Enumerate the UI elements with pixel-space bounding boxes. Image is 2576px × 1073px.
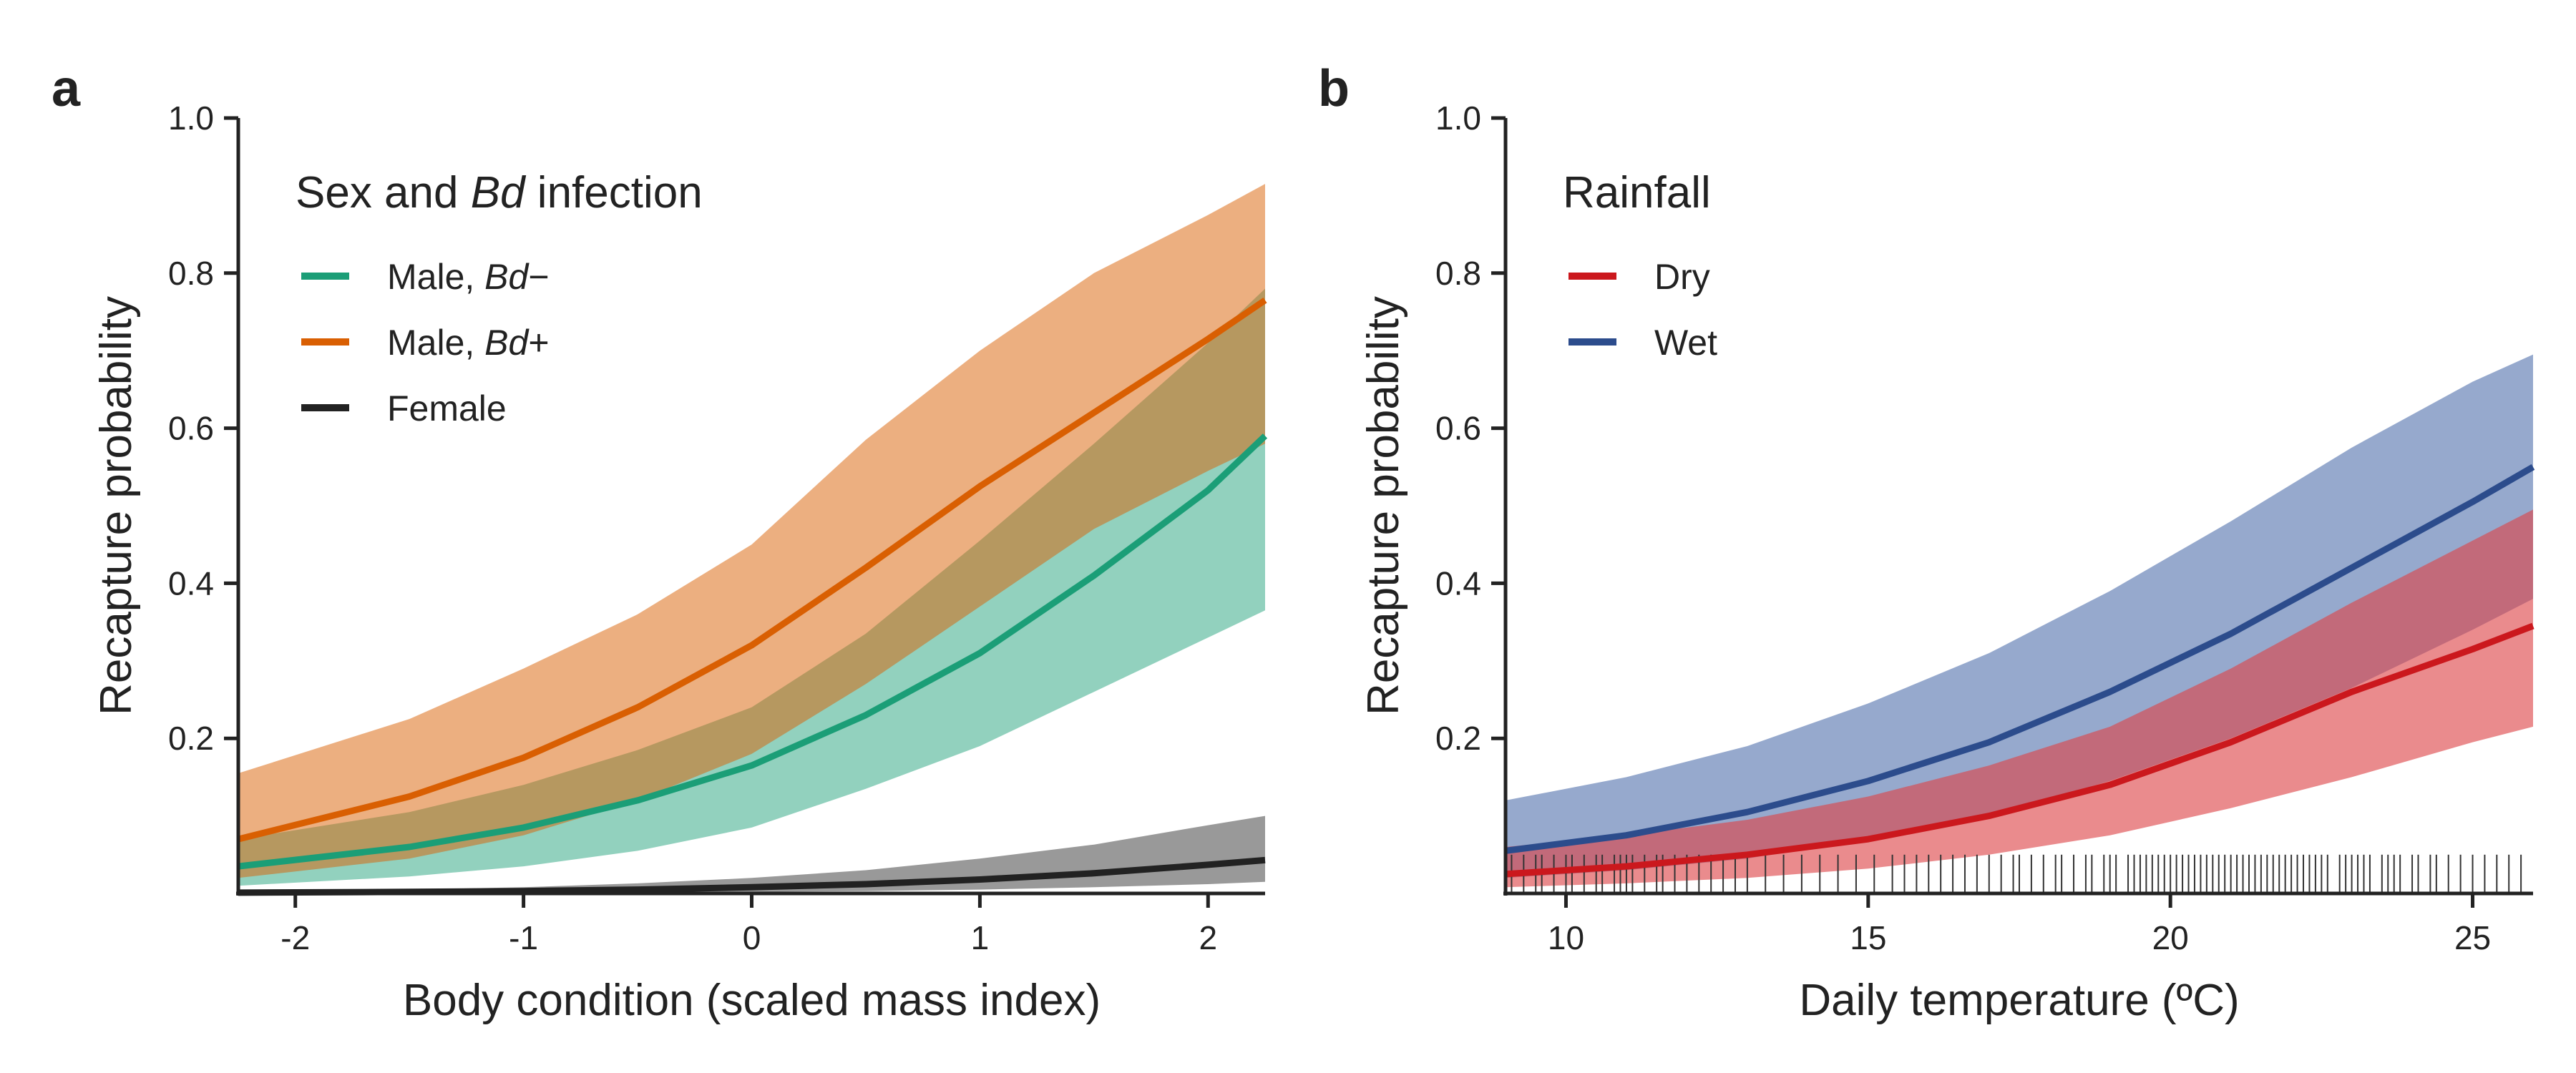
x-tick-label: -1 [509, 919, 538, 956]
panel-letter: b [1318, 60, 1350, 117]
text-part: Sex and [296, 168, 471, 217]
y-axis-title: Recapture probability [92, 296, 141, 715]
panel-a: a 0.2 0.4 0.6 0.8 1.0 -2 -1 0 1 2 Body condition (s… [52, 60, 1268, 1025]
x-tick-label: 10 [1548, 919, 1584, 956]
text-part: Male, [387, 323, 484, 363]
y-tick-label: 0.8 [168, 255, 214, 292]
x-tick-label: 2 [1199, 919, 1217, 956]
x-tick-label: 20 [2152, 919, 2189, 956]
x-tick-label: 0 [743, 919, 761, 956]
series-line-0 [1505, 464, 2535, 854]
series-line-2 [238, 856, 1266, 896]
series-line-1 [1505, 622, 2534, 878]
text-part: Dry [1654, 257, 1710, 297]
x-tick-label: -2 [280, 919, 310, 956]
text-part: Female [387, 388, 507, 428]
text-part: Bd [484, 257, 530, 297]
text-part: Bd [471, 168, 527, 217]
series-line-1 [237, 297, 1267, 843]
text-part: − [528, 257, 549, 297]
x-tick-label: 1 [971, 919, 990, 956]
confidence-band-2 [238, 815, 1265, 893]
x-axis-title: Body condition (scaled mass index) [403, 976, 1101, 1025]
legend-label-0: Male, Bd− [387, 257, 550, 297]
text-part: Rainfall [1563, 168, 1711, 217]
panel-b: b 0.2 0.4 0.6 0.8 1.0 10 15 20 25 Daily temperatur… [1318, 60, 2535, 1025]
y-tick-label: 0.6 [1435, 410, 1481, 447]
y-tick-label: 1.0 [1435, 99, 1481, 137]
y-tick-label: 0.2 [168, 720, 214, 757]
legend: Rainfall Dry Wet [1563, 168, 1717, 363]
y-axis-title: Recapture probability [1359, 296, 1408, 715]
y-tick-label: 0.6 [168, 410, 214, 447]
x-tick-label: 25 [2454, 919, 2491, 956]
y-tick-label: 0.4 [1435, 564, 1481, 602]
legend-label-0: Dry [1654, 257, 1710, 297]
text-part: Male, [387, 257, 484, 297]
series-line-0 [238, 433, 1268, 870]
y-tick-label: 0.2 [1435, 720, 1481, 757]
confidence-band-0 [1506, 354, 2533, 878]
y-tick-label: 0.8 [1435, 255, 1481, 292]
x-axis-title: Daily temperature (ºC) [1799, 976, 2239, 1025]
rug [1511, 854, 2522, 893]
legend-title: Sex and Bd infection [296, 168, 703, 217]
confidence-band-1 [1506, 509, 2533, 888]
text-part: Wet [1654, 323, 1717, 363]
y-tick-label: 1.0 [168, 99, 214, 137]
legend-title: Rainfall [1563, 168, 1711, 217]
legend-label-1: Male, Bd+ [387, 323, 550, 363]
confidence-band-1 [238, 184, 1265, 878]
text-part: + [528, 323, 549, 363]
panel-letter: a [52, 60, 81, 117]
legend-label-2: Female [387, 388, 507, 428]
legend-label-1: Wet [1654, 323, 1717, 363]
text-part: infection [525, 168, 703, 217]
y-tick-label: 0.4 [168, 564, 214, 602]
x-tick-label: 15 [1850, 919, 1886, 956]
text-part: Bd [484, 323, 530, 363]
